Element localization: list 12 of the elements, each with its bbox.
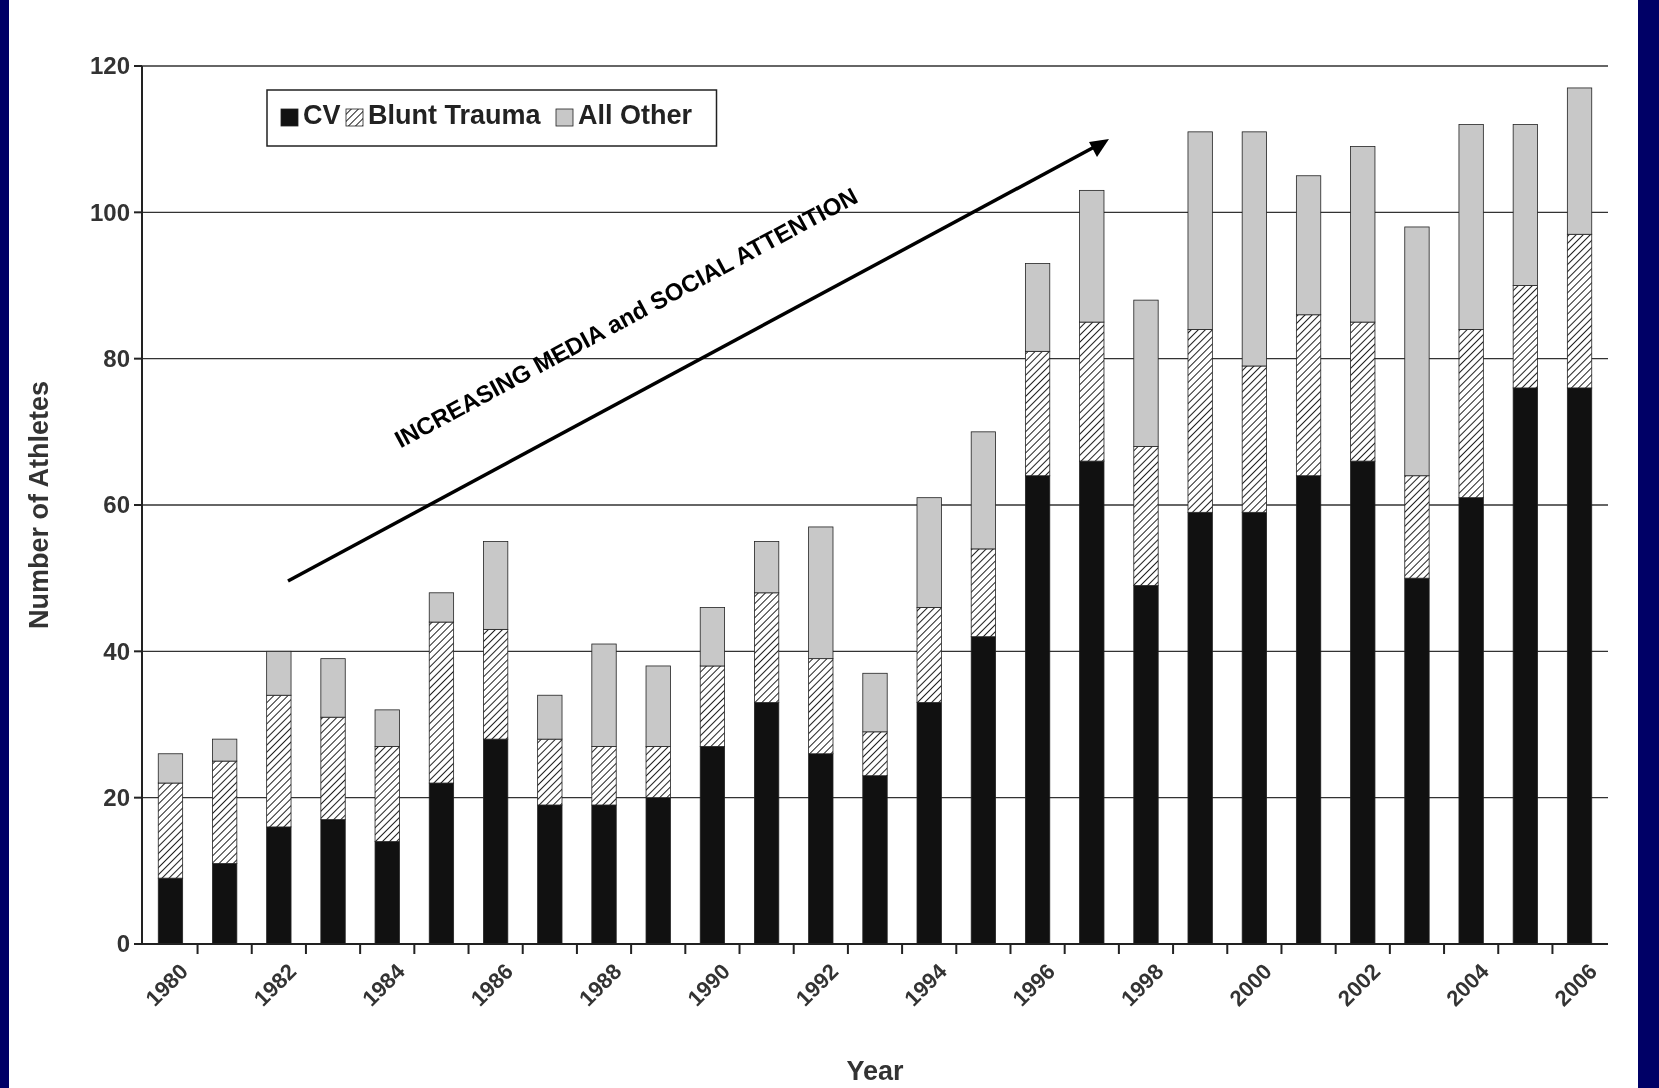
y-tick-label: 120 [89, 52, 130, 80]
y-tick-label: 80 [103, 345, 130, 373]
y-tick-label: 0 [116, 930, 130, 958]
y-tick-label: 20 [103, 784, 130, 812]
y-axis-title: Number of Athletes [24, 380, 54, 630]
legend-label: All Other [578, 100, 693, 130]
legend-label: CV [303, 100, 341, 130]
y-tick-label: 60 [103, 491, 130, 519]
y-tick-label: 40 [103, 637, 130, 665]
y-tick-label: 100 [89, 198, 130, 226]
x-axis-title: Year [846, 1056, 905, 1086]
legend-label: Blunt Trauma [368, 100, 542, 130]
